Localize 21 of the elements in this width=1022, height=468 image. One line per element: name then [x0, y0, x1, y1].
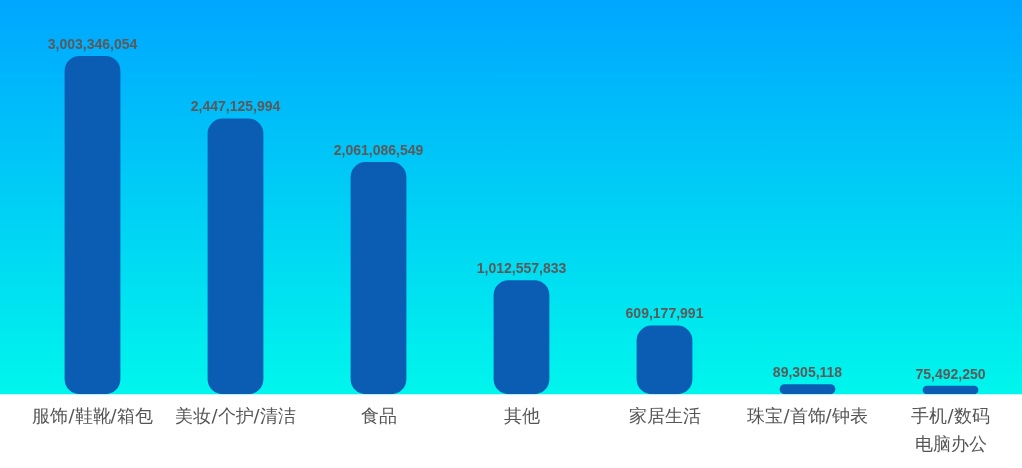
- data-label: 609,177,991: [625, 305, 704, 322]
- bar: [350, 162, 407, 395]
- bar: [493, 280, 550, 395]
- bar: [779, 384, 836, 395]
- x-tick-label: 珠宝/首饰/钟表: [747, 404, 868, 426]
- data-label: 3,003,346,054: [47, 35, 138, 52]
- data-label: 2,447,125,994: [190, 98, 281, 115]
- data-label: 1,012,557,833: [476, 260, 567, 277]
- x-tick-label: 食品: [360, 404, 397, 426]
- x-tick-label: 手机/数码电脑办公: [911, 404, 990, 454]
- x-tick-label: 服饰/鞋靴/箱包: [32, 404, 153, 426]
- bar: [922, 385, 979, 395]
- x-tick-label: 家居生活: [628, 404, 701, 426]
- bar: [64, 55, 121, 395]
- bar: [207, 118, 264, 395]
- x-tick-label: 美妆/个护/清洁: [175, 404, 296, 426]
- data-label: 2,061,086,549: [333, 141, 424, 158]
- data-label: 89,305,118: [772, 364, 843, 380]
- data-label: 75,492,250: [915, 365, 986, 382]
- x-tick-label: 其他: [503, 404, 540, 426]
- bar: [636, 325, 693, 395]
